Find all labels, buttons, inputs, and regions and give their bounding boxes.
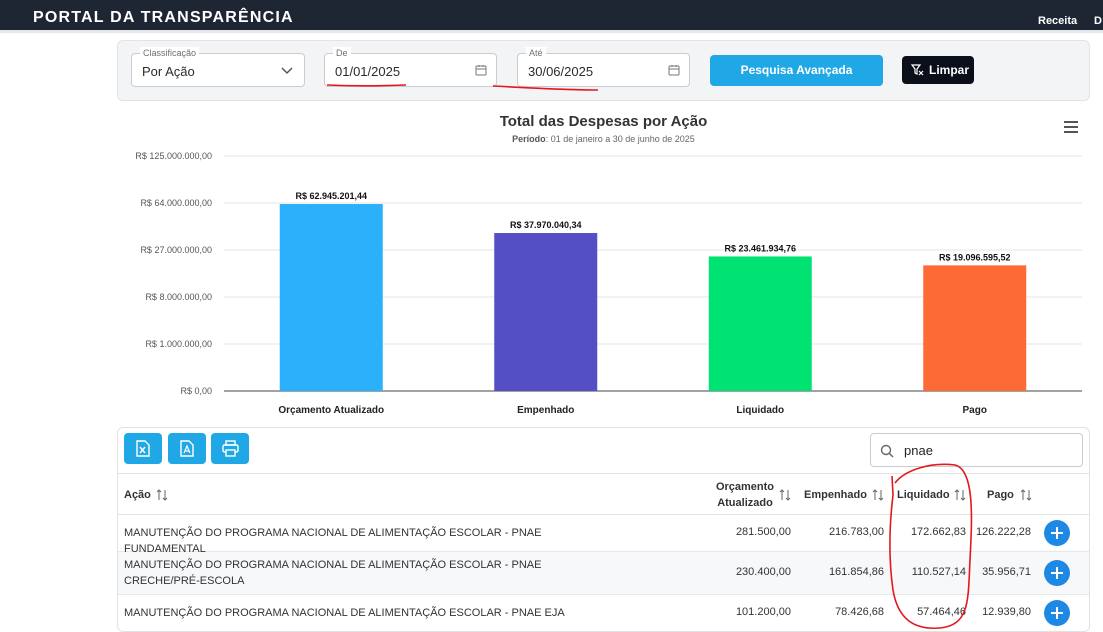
- row-pago: 126.222,28: [975, 526, 1031, 538]
- bar: [708, 256, 812, 391]
- date-from-label: De: [333, 47, 351, 59]
- data-label: R$ 19.096.595,52: [939, 252, 1011, 262]
- data-label: R$ 62.945.201,44: [295, 191, 367, 201]
- clear-button-label: Limpar: [929, 63, 970, 77]
- print-button[interactable]: [211, 433, 249, 464]
- row-liquidado: 57.464,46: [917, 606, 966, 618]
- y-tick-label: R$ 64.000.000,00: [140, 198, 212, 208]
- search-input[interactable]: pnae: [870, 433, 1083, 467]
- sort-icon[interactable]: [954, 489, 966, 501]
- hamburger-menu-icon[interactable]: [1064, 121, 1078, 133]
- x-tick-label: Pago: [963, 405, 987, 416]
- row-pago: 35.956,71: [982, 566, 1031, 578]
- row-acao: MANUTENÇÃO DO PROGRAMA NACIONAL DE ALIME…: [124, 559, 542, 587]
- y-tick-label: R$ 1.000.000,00: [145, 339, 212, 349]
- y-tick-label: R$ 8.000.000,00: [145, 292, 212, 302]
- col-header-liquidado[interactable]: Liquidado: [897, 489, 950, 501]
- portal-brand[interactable]: PORTAL DA TRANSPARÊNCIA: [33, 9, 294, 26]
- data-label: R$ 23.461.934,76: [724, 243, 796, 253]
- row-liquidado: 172.662,83: [910, 526, 966, 538]
- expand-row-button[interactable]: [1044, 560, 1070, 586]
- expand-row-button[interactable]: [1044, 600, 1070, 626]
- filter-clear-icon: [911, 64, 924, 76]
- date-to-value: 30/06/2025: [528, 64, 594, 79]
- col-header-orcamento-l1[interactable]: Orçamento: [715, 481, 775, 493]
- x-tick-label: Liquidado: [736, 405, 784, 416]
- table-row: MANUTENÇÃO DO PROGRAMA NACIONAL DE ALIME…: [118, 595, 1089, 632]
- date-from-field[interactable]: De 01/01/2025: [324, 47, 497, 87]
- y-tick-label: R$ 27.000.000,00: [140, 245, 212, 255]
- sort-icon[interactable]: [872, 489, 884, 501]
- x-tick-label: Empenhado: [517, 405, 574, 416]
- bar-chart: R$ 0,00 R$ 1.000.000,00 R$ 8.000.000,00 R$ …: [135, 151, 1082, 416]
- col-header-orcamento-l2[interactable]: Atualizado: [717, 497, 773, 509]
- expand-row-button[interactable]: [1044, 520, 1070, 546]
- row-empenhado: 161.854,86: [828, 566, 884, 578]
- top-navbar: PORTAL DA TRANSPARÊNCIA Receita D: [0, 0, 1103, 30]
- nav-item-d[interactable]: D: [1094, 15, 1102, 27]
- row-empenhado: 78.426,68: [835, 606, 884, 618]
- chevron-down-icon: [281, 67, 293, 75]
- advanced-search-button[interactable]: Pesquisa Avançada: [710, 55, 883, 86]
- table-header: Ação Orçamento Atualizado Empenhado Liqu…: [118, 473, 1089, 515]
- chart-subtitle-text: : 01 de janeiro a 30 de junho de 2025: [545, 134, 695, 144]
- search-icon: [880, 444, 894, 458]
- classificacao-value: Por Ação: [142, 64, 195, 79]
- excel-export-button[interactable]: [124, 433, 162, 464]
- row-acao: MANUTENÇÃO DO PROGRAMA NACIONAL DE ALIME…: [124, 607, 565, 619]
- classificacao-select[interactable]: Classificação Por Ação: [131, 47, 305, 87]
- row-orcamento: 281.500,00: [735, 526, 791, 538]
- chart-subtitle: Período: 01 de janeiro a 30 de junho de …: [117, 134, 1090, 144]
- y-tick-label: R$ 125.000.000,00: [135, 151, 212, 161]
- table-row: MANUTENÇÃO DO PROGRAMA NACIONAL DE ALIME…: [118, 552, 1089, 595]
- row-orcamento: 230.400,00: [735, 566, 791, 578]
- pdf-export-button[interactable]: [168, 433, 206, 464]
- calendar-icon[interactable]: [475, 64, 487, 76]
- bar: [494, 233, 598, 391]
- chart-subtitle-label: Período: [512, 134, 546, 144]
- clear-button[interactable]: Limpar: [902, 56, 974, 84]
- excel-file-icon: [136, 440, 150, 457]
- sort-icon[interactable]: [156, 489, 168, 501]
- sort-icon[interactable]: [779, 489, 791, 501]
- classificacao-label: Classificação: [140, 47, 200, 59]
- row-orcamento: 101.200,00: [735, 606, 791, 618]
- date-to-field[interactable]: Até 30/06/2025: [517, 47, 690, 87]
- row-liquidado: 110.527,14: [911, 566, 966, 578]
- table-row: MANUTENÇÃO DO PROGRAMA NACIONAL DE ALIME…: [118, 515, 1089, 555]
- data-label: R$ 37.970.040,34: [510, 220, 582, 230]
- row-empenhado: 216.783,00: [828, 526, 884, 538]
- col-header-acao[interactable]: Ação: [124, 489, 151, 501]
- nav-item-receita[interactable]: Receita: [1038, 15, 1078, 27]
- navbar-divider: [0, 30, 1103, 33]
- bar: [923, 265, 1027, 391]
- printer-icon: [222, 440, 239, 457]
- calendar-icon[interactable]: [668, 64, 680, 76]
- y-tick-label: R$ 0,00: [180, 386, 212, 396]
- search-value: pnae: [904, 443, 933, 458]
- date-from-value: 01/01/2025: [335, 64, 401, 79]
- chart-title: Total das Despesas por Ação: [499, 113, 708, 130]
- col-header-pago[interactable]: Pago: [987, 489, 1014, 501]
- sort-icon[interactable]: [1020, 489, 1032, 501]
- row-pago: 12.939,80: [982, 606, 1031, 618]
- x-tick-label: Orçamento Atualizado: [278, 405, 384, 416]
- pdf-file-icon: [180, 440, 194, 457]
- date-to-label: Até: [526, 47, 546, 59]
- col-header-empenhado[interactable]: Empenhado: [804, 489, 867, 501]
- bar: [279, 204, 383, 391]
